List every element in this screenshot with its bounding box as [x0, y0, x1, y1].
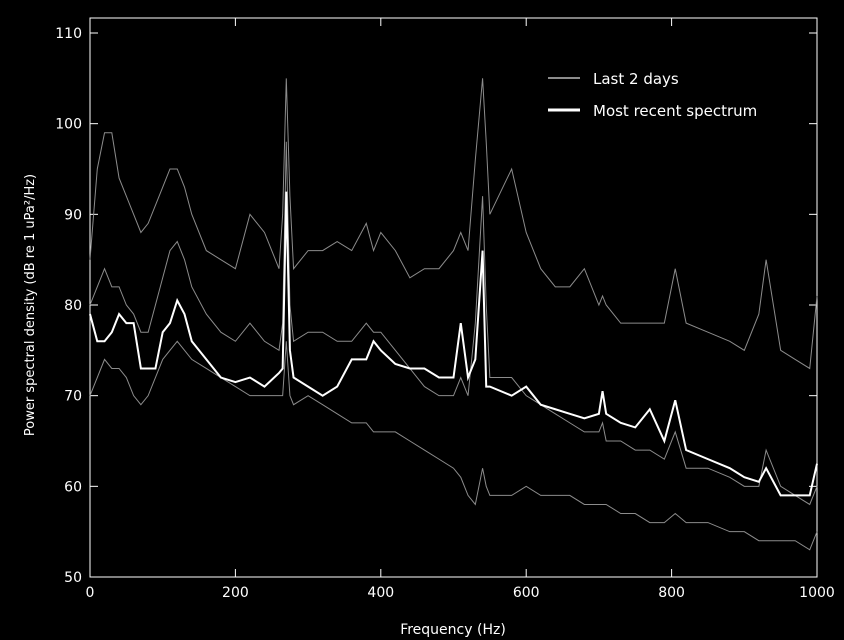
legend-label: Last 2 days [593, 70, 679, 88]
x-tick-label: 600 [513, 585, 540, 601]
y-tick-label: 100 [55, 117, 82, 133]
x-tick-label: 400 [367, 585, 394, 601]
series-line [89, 141, 818, 506]
x-tick-label: 200 [222, 585, 249, 601]
y-axis-label: Power spectral density (dB re 1 uPa²/Hz) [23, 174, 38, 436]
y-tick-label: 70 [64, 389, 82, 405]
x-tick-label: 1000 [799, 585, 835, 601]
x-tick-label: 800 [658, 585, 685, 601]
x-tick-label: 0 [86, 585, 95, 601]
legend-label: Most recent spectrum [593, 102, 757, 120]
series-line [89, 340, 818, 551]
y-tick-label: 90 [64, 207, 82, 223]
series-line [89, 78, 818, 370]
y-tick-label: 80 [64, 298, 82, 314]
y-tick-label: 50 [64, 570, 82, 586]
y-tick-label: 60 [64, 479, 82, 495]
series-line [89, 191, 818, 497]
x-axis-label: Frequency (Hz) [400, 622, 506, 638]
y-tick-label: 110 [55, 26, 82, 42]
